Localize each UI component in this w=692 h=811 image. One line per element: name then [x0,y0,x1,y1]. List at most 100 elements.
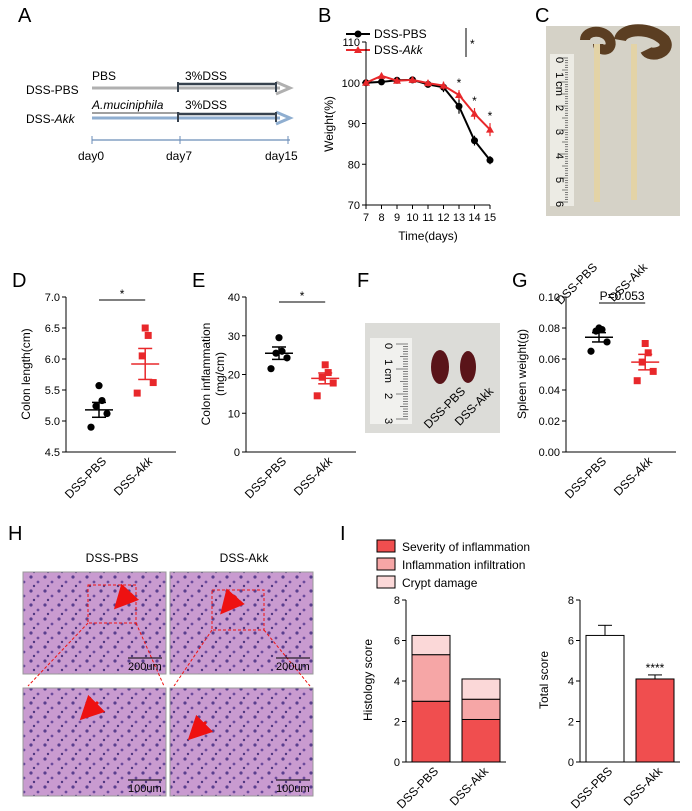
panel-a-timeline: DSS-PBS PBS 3%DSS DSS-Akk A.muciniphila … [26,69,298,163]
i2-bar [585,634,625,763]
b-xlabel: Time(days) [398,229,458,243]
i-legend-severity: Severity of inflammation [402,540,530,554]
i1-bar-segment [411,654,451,702]
d-ytick-label: 6.0 [45,354,60,366]
d-point-akk [138,352,146,360]
timeline-row2-dss: 3%DSS [185,98,227,112]
e-category-label: DSS-PBS [242,454,289,501]
e-point-akk [313,392,321,400]
timeline-row2-treatment: A.muciniphila [91,98,164,112]
b-xtick-label: 8 [378,212,384,224]
c-ruler-label: 5 [553,177,565,183]
e-ytick-label: 40 [228,292,240,304]
b-xtick-label: 11 [422,212,433,224]
panel-label-f: F [357,270,369,292]
i1-ytick-label: 2 [394,717,400,729]
i2-category-label: DSS-PBS [568,764,615,811]
timeline-day7: day7 [166,149,192,163]
b-point-akk [455,90,463,98]
panel-i-histology-score: 0 2 4 6 8 DSS-PBS DSS-Akk Histology score [361,595,506,811]
h-scale-top-akk: 200um [276,661,310,673]
g-point-akk [633,377,641,385]
d-point-akk [149,379,157,387]
d-sig-label: * [120,287,125,301]
e-point-pbs [275,334,283,342]
g-point-pbs [603,338,611,346]
i1-bar-segment [461,678,501,700]
b-ytick-label: 90 [348,119,360,131]
g-point-akk [649,367,657,375]
e-point-pbs [267,365,275,373]
g-sig-label: P=0.053 [600,289,645,303]
g-point-pbs [595,324,603,332]
e-point-akk [318,373,326,381]
i1-bar-segment [411,634,451,656]
e-point-pbs [278,347,286,355]
i2-ytick-label: 0 [568,757,574,769]
b-xtick-label: 14 [468,212,480,224]
c-ruler-label: 6 [553,201,565,207]
c-ruler-label: 2 [553,105,565,111]
b-point-akk [393,76,401,84]
e-ytick-label: 20 [228,370,240,382]
f-ruler-label: 3 [382,418,394,424]
i1-ytick-label: 0 [394,757,400,769]
e-ylabel: Colon inflammation [199,323,213,426]
i2-ylabel: Total score [537,651,551,709]
b-xtick-label: 9 [394,212,400,224]
legend-b-series1: DSS-PBS [374,27,427,41]
i1-category-label: DSS-PBS [394,764,441,811]
i1-bar-segment [461,718,501,763]
d-point-pbs [87,423,95,431]
d-category-label: DSS-PBS [62,454,109,501]
e-point-pbs [283,354,291,362]
b-point-akk [408,75,417,83]
b-xtick-label: 15 [484,212,496,224]
b-point-akk [439,81,448,89]
c-ruler-label: 4 [553,153,565,159]
timeline-row1-treatment: PBS [92,69,116,83]
panel-label-c: C [535,5,549,27]
d-ytick-label: 7.0 [45,292,60,304]
h-title-pbs: DSS-PBS [86,551,139,565]
d-ylabel: Colon length(cm) [19,328,33,419]
b-point-pbs [471,137,478,145]
panel-label-h: H [8,523,22,545]
b-xtick-label: 10 [406,212,418,224]
panel-i-legend: Severity of inflammation Inflammation in… [376,539,530,590]
panel-label-d: D [12,270,26,292]
c-ruler-label: 1 cm [553,72,565,96]
i1-ytick-label: 6 [394,636,400,648]
i2-ytick-label: 6 [568,636,574,648]
d-ytick-label: 4.5 [45,447,60,459]
d-point-akk [141,324,149,332]
i1-ylabel: Histology score [361,639,375,721]
panel-label-a: A [18,5,32,27]
c-ruler-label: 0 [553,57,565,63]
d-point-pbs [92,402,100,410]
i2-ytick-label: 4 [568,676,574,688]
e-point-akk [329,379,337,387]
g-point-akk [641,340,649,347]
e-ytick-label: 10 [228,408,240,420]
b-xtick-label: 7 [363,212,369,224]
i2-ytick-label: 8 [568,595,574,607]
g-ytick-label: 0.10 [539,292,560,304]
g-ytick-label: 0.02 [539,416,560,428]
d-ytick-label: 6.5 [45,323,60,335]
g-ytick-label: 0.08 [539,323,560,335]
g-category-label: DSS-PBS [562,454,609,501]
e-point-pbs [272,349,280,357]
e-sig-label: * [300,289,305,303]
g-ytick-label: 0.04 [539,385,560,397]
b-point-akk [470,109,479,117]
e-ytick-label: 30 [228,331,240,343]
b-ytick-label: 80 [348,159,360,171]
b-point-akk [424,79,432,87]
b-point-akk [362,78,370,86]
i2-category-label: DSS-Akk [621,764,666,809]
i-legend-infiltration: Inflammation infiltration [402,558,525,572]
g-point-pbs [587,347,595,355]
g-ytick-label: 0.06 [539,354,560,366]
